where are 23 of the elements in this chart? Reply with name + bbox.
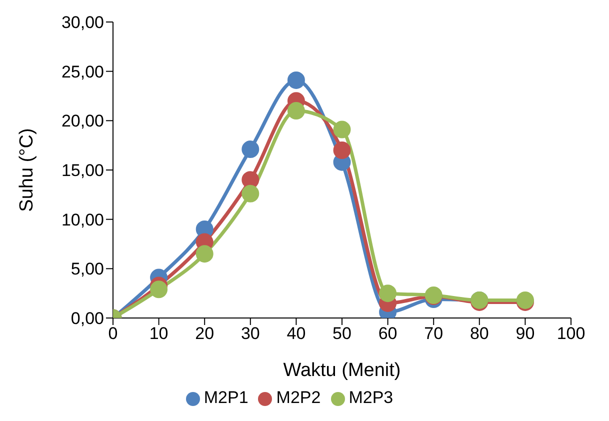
legend-label: M2P2 [276,388,321,407]
x-axis-title: Waktu (Menit) [283,360,401,381]
y-tick-label: 0,00 [70,309,104,328]
y-tick-label: 10,00 [61,210,104,230]
y-tick-label: 15,00 [61,161,104,180]
x-tick-label: 20 [195,324,214,344]
x-tick-label: 80 [470,324,489,344]
y-tick-label: 20,00 [61,112,104,131]
x-tick-label: 50 [332,324,352,344]
y-axis-title: Suhu (°C) [16,128,38,212]
x-tick-label: 10 [149,324,168,344]
y-tick-label: 30,00 [61,13,104,32]
legend-label: M2P3 [348,388,394,407]
y-tick-label: 5,00 [70,260,104,279]
x-tick-label: 70 [424,324,444,344]
x-tick-label: 60 [378,324,398,344]
x-tick-label: 40 [286,324,306,344]
y-tick-label: 25,00 [61,62,104,82]
x-tick-label: 0 [108,324,118,344]
legend-label: M2P1 [204,388,248,407]
x-tick-label: 100 [556,324,586,344]
x-tick-label: 90 [516,324,535,344]
x-tick-label: 30 [240,324,260,344]
